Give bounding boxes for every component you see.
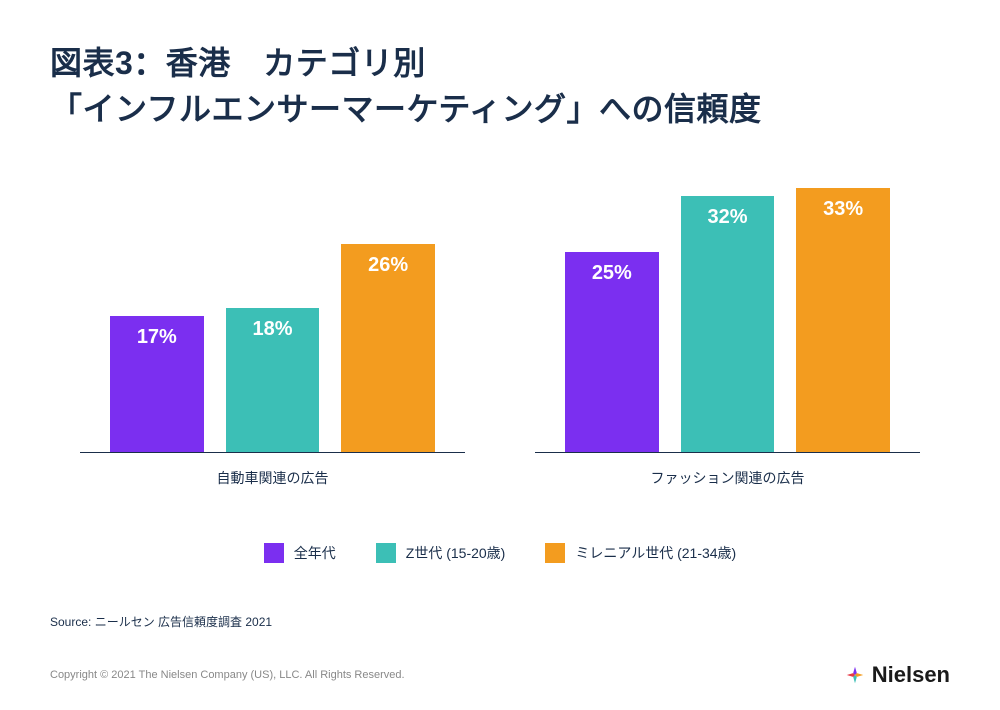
chart-group-0: 17% 18% 26% 自動車関連の広告 (80, 173, 465, 488)
legend-swatch-2 (545, 543, 565, 563)
bar-label-g1-b1: 32% (707, 206, 747, 229)
legend-item-1: Z世代 (15-20歳) (376, 543, 506, 563)
legend-label-2: ミレニアル世代 (21-34歳) (575, 543, 736, 563)
chart-group-1: 25% 32% 33% ファッション関連の広告 (535, 173, 920, 488)
nielsen-logo: Nielsen (844, 662, 950, 688)
bar-rect-g0-b2: 26% (341, 244, 435, 452)
legend: 全年代 Z世代 (15-20歳) ミレニアル世代 (21-34歳) (50, 543, 950, 563)
category-label-0: 自動車関連の広告 (217, 468, 329, 488)
bar-g0-b0: 17% (110, 316, 204, 452)
chart-area: 17% 18% 26% 自動車関連の広告 25% (50, 173, 950, 488)
bar-rect-g0-b0: 17% (110, 316, 204, 452)
bar-g1-b1: 32% (681, 196, 775, 452)
chart-title: 図表3：香港 カテゴリ別 「インフルエンサーマーケティング」への信頼度 (50, 40, 950, 133)
footer: Copyright © 2021 The Nielsen Company (US… (50, 662, 950, 688)
legend-swatch-0 (264, 543, 284, 563)
bar-label-g0-b2: 26% (368, 254, 408, 277)
legend-label-0: 全年代 (294, 543, 336, 563)
title-line-1: 図表3：香港 カテゴリ別 (50, 45, 426, 81)
copyright-text: Copyright © 2021 The Nielsen Company (US… (50, 669, 405, 681)
nielsen-logo-text: Nielsen (872, 662, 950, 688)
source-text: Source: ニールセン 広告信頼度調査 2021 (50, 613, 950, 630)
bar-g0-b1: 18% (226, 308, 320, 452)
legend-swatch-1 (376, 543, 396, 563)
bar-g1-b2: 33% (796, 188, 890, 452)
bar-label-g1-b2: 33% (823, 198, 863, 221)
bar-label-g1-b0: 25% (592, 262, 632, 285)
legend-item-2: ミレニアル世代 (21-34歳) (545, 543, 736, 563)
title-line-2: 「インフルエンサーマーケティング」への信頼度 (50, 91, 761, 127)
bar-rect-g1-b0: 25% (565, 252, 659, 452)
bar-label-g0-b1: 18% (252, 318, 292, 341)
bar-g1-b0: 25% (565, 252, 659, 452)
bar-label-g0-b0: 17% (137, 326, 177, 349)
bars-container-0: 17% 18% 26% (80, 173, 465, 453)
legend-item-0: 全年代 (264, 543, 336, 563)
bar-rect-g0-b1: 18% (226, 308, 320, 452)
nielsen-logo-icon (844, 664, 866, 686)
bar-rect-g1-b2: 33% (796, 188, 890, 452)
category-label-1: ファッション関連の広告 (651, 468, 805, 488)
bar-rect-g1-b1: 32% (681, 196, 775, 452)
legend-label-1: Z世代 (15-20歳) (406, 543, 506, 563)
bars-container-1: 25% 32% 33% (535, 173, 920, 453)
bar-g0-b2: 26% (341, 244, 435, 452)
